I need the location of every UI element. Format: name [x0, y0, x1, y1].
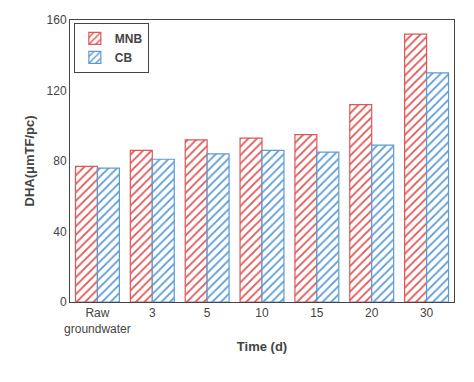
- svg-text:Rawgroundwater: Rawgroundwater: [64, 306, 131, 336]
- svg-text:20: 20: [365, 306, 379, 320]
- svg-text:120: 120: [47, 84, 67, 98]
- svg-text:160: 160: [47, 13, 67, 27]
- svg-text:MNB: MNB: [115, 32, 143, 46]
- svg-text:15: 15: [310, 306, 324, 320]
- svg-text:10: 10: [255, 306, 269, 320]
- svg-text:5: 5: [204, 306, 211, 320]
- svg-text:DHA(μmTF/pc): DHA(μmTF/pc): [22, 116, 37, 207]
- svg-text:CB: CB: [115, 51, 133, 65]
- svg-text:80: 80: [53, 154, 67, 168]
- svg-text:40: 40: [53, 225, 67, 239]
- svg-text:Time (d): Time (d): [237, 339, 287, 354]
- svg-text:0: 0: [60, 295, 67, 309]
- svg-text:3: 3: [149, 306, 156, 320]
- svg-text:30: 30: [420, 306, 434, 320]
